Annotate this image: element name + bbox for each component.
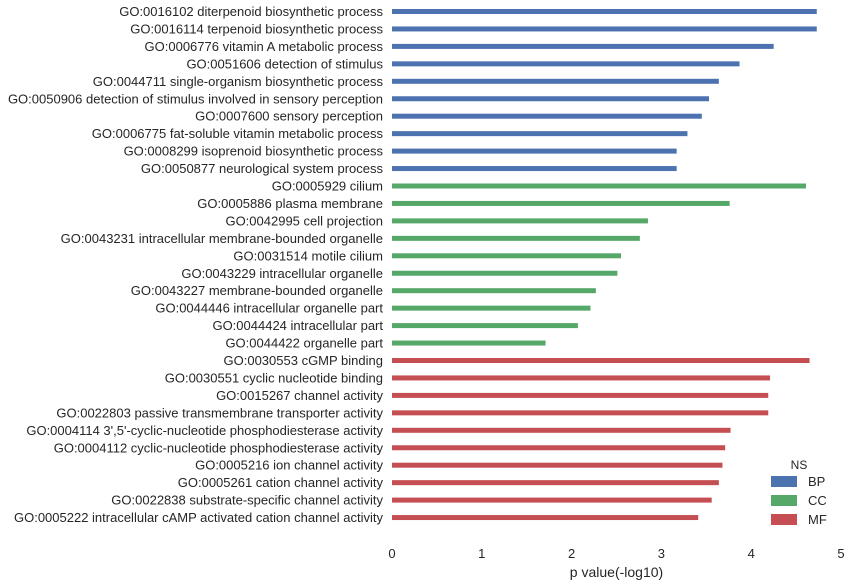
category-label: GO:0043227 membrane-bounded organelle bbox=[131, 283, 383, 298]
legend-swatch-bp bbox=[771, 476, 797, 487]
legend-label-mf: MF bbox=[808, 512, 827, 527]
legend-swatch-cc bbox=[771, 495, 797, 506]
category-label: GO:0044711 single-organism biosynthetic … bbox=[93, 74, 384, 89]
bar-bp bbox=[392, 78, 719, 84]
bar-mf bbox=[392, 515, 699, 521]
bar-cc bbox=[392, 270, 618, 276]
bar-bp bbox=[392, 113, 702, 119]
legend-label-cc: CC bbox=[808, 493, 827, 508]
bar-cc bbox=[392, 200, 730, 206]
category-label: GO:0005222 intracellular cAMP activated … bbox=[14, 510, 384, 525]
bar-bp bbox=[392, 26, 817, 32]
category-label: GO:0022838 substrate-specific channel ac… bbox=[111, 493, 383, 508]
bar-cc bbox=[392, 253, 621, 259]
category-label: GO:0016102 diterpenoid biosynthetic proc… bbox=[119, 4, 383, 19]
bar-bp bbox=[392, 166, 677, 172]
category-label: GO:0015267 channel activity bbox=[216, 388, 383, 403]
category-label: GO:0005216 ion channel activity bbox=[195, 458, 383, 473]
category-label: GO:0006775 fat-soluble vitamin metabolic… bbox=[92, 126, 384, 141]
bar-cc bbox=[392, 218, 648, 224]
legend-title: NS bbox=[791, 458, 808, 472]
category-label: GO:0043231 intracellular membrane-bounde… bbox=[61, 231, 383, 246]
bar-cc bbox=[392, 235, 640, 241]
category-label: GO:0005886 plasma membrane bbox=[197, 196, 383, 211]
category-label: GO:0050877 neurological system process bbox=[141, 161, 384, 176]
bar-mf bbox=[392, 392, 769, 398]
category-label: GO:0050906 detection of stimulus involve… bbox=[8, 91, 383, 106]
legend-swatch-mf bbox=[771, 514, 797, 525]
category-label: GO:0031514 motile cilium bbox=[233, 248, 383, 263]
category-label: GO:0006776 vitamin A metabolic process bbox=[145, 39, 384, 54]
bars bbox=[392, 9, 817, 521]
x-tick-label: 5 bbox=[837, 546, 844, 561]
category-label: GO:0044424 intracellular part bbox=[212, 318, 383, 333]
bar-bp bbox=[392, 43, 774, 49]
category-label: GO:0016114 terpenoid biosynthetic proces… bbox=[130, 21, 383, 36]
bar-bp bbox=[392, 96, 709, 102]
bar-mf bbox=[392, 445, 726, 451]
category-label: GO:0044422 organelle part bbox=[225, 336, 383, 351]
x-tick-label: 1 bbox=[478, 546, 485, 561]
bar-bp bbox=[392, 9, 817, 14]
bar-mf bbox=[392, 497, 712, 503]
bar-mf bbox=[392, 358, 810, 363]
bar-mf bbox=[392, 375, 771, 381]
category-label: GO:0005261 cation channel activity bbox=[178, 475, 384, 490]
bar-cc bbox=[392, 183, 806, 189]
bar-cc bbox=[392, 288, 596, 294]
category-label: GO:0030553 cGMP binding bbox=[224, 353, 383, 368]
x-axis-label: p value(-log10) bbox=[570, 564, 663, 580]
x-tick-label: 4 bbox=[748, 546, 755, 561]
bar-bp bbox=[392, 61, 740, 67]
bar-bp bbox=[392, 148, 677, 154]
legend-entries: BP CC MF bbox=[771, 474, 827, 527]
category-label: GO:0042995 cell projection bbox=[225, 213, 383, 228]
bar-mf bbox=[392, 410, 769, 416]
legend-label-bp: BP bbox=[808, 474, 825, 489]
x-tick-label: 0 bbox=[388, 546, 395, 561]
category-label: GO:0044446 intracellular organelle part bbox=[155, 301, 383, 316]
category-label: GO:0005929 cilium bbox=[272, 179, 383, 194]
bar-mf bbox=[392, 427, 731, 433]
bar-cc bbox=[392, 340, 546, 346]
category-label: GO:0051606 detection of stimulus bbox=[186, 56, 383, 71]
category-label: GO:0007600 sensory perception bbox=[195, 109, 383, 124]
category-label: GO:0008299 isoprenoid biosynthetic proce… bbox=[124, 144, 384, 159]
category-label: GO:0004112 cyclic-nucleotide phosphodies… bbox=[54, 440, 384, 455]
bar-cc bbox=[392, 323, 578, 329]
x-tick-label: 2 bbox=[568, 546, 575, 561]
bar-mf bbox=[392, 462, 723, 468]
legend: NS BP CC MF bbox=[771, 458, 827, 527]
x-tick-label: 3 bbox=[658, 546, 665, 561]
category-labels: GO:0016102 diterpenoid biosynthetic proc… bbox=[8, 4, 384, 525]
bar-mf bbox=[392, 480, 719, 486]
bar-cc bbox=[392, 305, 591, 311]
category-label: GO:0030551 cyclic nucleotide binding bbox=[165, 370, 383, 385]
bar-bp bbox=[392, 131, 688, 137]
category-label: GO:0004114 3',5'-cyclic-nucleotide phosp… bbox=[26, 423, 383, 438]
category-label: GO:0022803 passive transmembrane transpo… bbox=[56, 405, 383, 420]
x-axis: 0 1 2 3 4 5 bbox=[388, 546, 844, 561]
category-label: GO:0043229 intracellular organelle bbox=[181, 266, 383, 281]
